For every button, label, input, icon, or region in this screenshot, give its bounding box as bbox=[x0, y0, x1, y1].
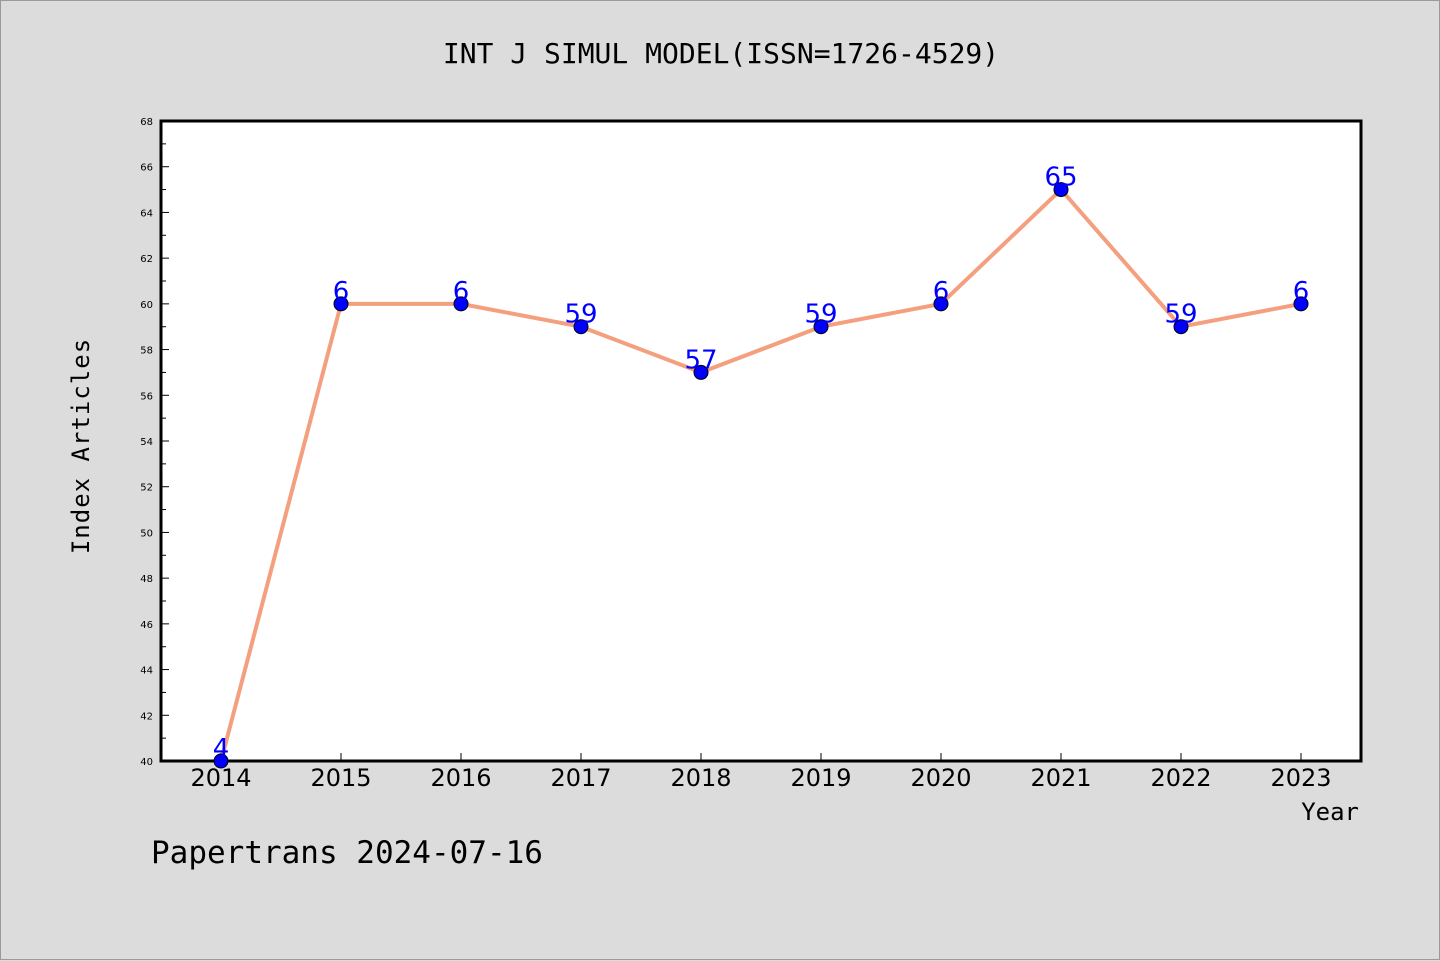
footer-text: Papertrans 2024-07-16 bbox=[151, 835, 543, 871]
y-tick-label: 66 bbox=[140, 163, 153, 174]
series-line bbox=[219, 187, 1303, 763]
data-label: 57 bbox=[684, 345, 717, 375]
data-label: 6 bbox=[333, 277, 350, 307]
x-tick-label: 2022 bbox=[1150, 764, 1211, 792]
y-tick-label: 54 bbox=[140, 437, 153, 448]
data-label: 59 bbox=[1164, 300, 1197, 330]
plot-area bbox=[161, 121, 1361, 761]
y-tick-label: 50 bbox=[140, 528, 153, 539]
y-tick-label: 44 bbox=[140, 666, 153, 677]
data-label: 65 bbox=[1044, 163, 1077, 193]
y-tick-label: 58 bbox=[140, 346, 153, 357]
y-tick-label: 62 bbox=[140, 254, 153, 265]
y-tick-label: 56 bbox=[140, 391, 153, 402]
data-label: 6 bbox=[933, 277, 950, 307]
x-tick-label: 2017 bbox=[550, 764, 611, 792]
y-tick-label: 60 bbox=[140, 300, 153, 311]
data-point bbox=[1173, 319, 1189, 335]
x-tick-label: 2015 bbox=[310, 764, 371, 792]
x-tick-label: 2014 bbox=[190, 764, 251, 792]
y-tick-label: 68 bbox=[140, 117, 153, 128]
data-point bbox=[573, 319, 589, 335]
data-label: 4 bbox=[213, 734, 230, 764]
data-point bbox=[693, 364, 709, 380]
data-point bbox=[333, 296, 349, 312]
chart-title: INT J SIMUL MODEL(ISSN=1726-4529) bbox=[442, 37, 1000, 70]
x-tick-label: 2019 bbox=[790, 764, 851, 792]
y-tick-label: 48 bbox=[140, 574, 153, 585]
y-tick-label: 40 bbox=[140, 757, 153, 768]
y-tick-label: 46 bbox=[140, 620, 153, 631]
data-label: 6 bbox=[1293, 277, 1310, 307]
y-tick-label: 64 bbox=[140, 208, 153, 219]
data-point bbox=[1293, 296, 1309, 312]
data-point bbox=[453, 296, 469, 312]
x-tick-label: 2018 bbox=[670, 764, 731, 792]
x-tick-label: 2021 bbox=[1030, 764, 1091, 792]
plot-frame bbox=[159, 119, 1363, 763]
data-point bbox=[1053, 182, 1069, 198]
x-tick-label: 2023 bbox=[1270, 764, 1331, 792]
data-point bbox=[813, 319, 829, 335]
data-point bbox=[213, 753, 229, 769]
data-label: 59 bbox=[804, 300, 837, 330]
y-tick-label: 52 bbox=[140, 483, 153, 494]
data-label: 6 bbox=[453, 277, 470, 307]
x-axis-label: Year bbox=[1301, 798, 1359, 826]
x-tick-label: 2020 bbox=[910, 764, 971, 792]
x-tick-label: 2016 bbox=[430, 764, 491, 792]
y-tick-label: 42 bbox=[140, 711, 153, 722]
data-point bbox=[933, 296, 949, 312]
data-label: 59 bbox=[564, 300, 597, 330]
